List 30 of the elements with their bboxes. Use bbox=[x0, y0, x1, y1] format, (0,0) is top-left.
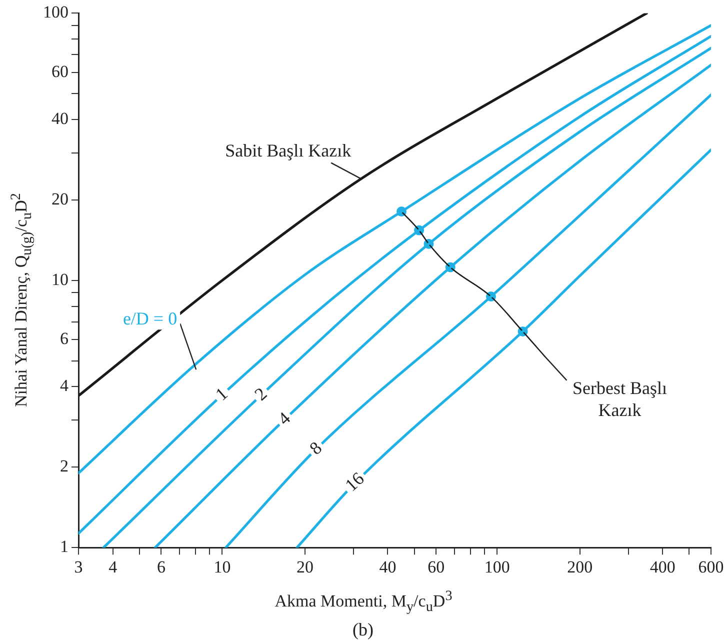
x-tick-label: 20 bbox=[296, 557, 314, 576]
series-label: 4 bbox=[274, 408, 294, 429]
y-tick-label: 6 bbox=[60, 329, 68, 348]
x-tick-label: 4 bbox=[108, 557, 118, 576]
annotation: Serbest Başlı Kazık bbox=[572, 378, 667, 420]
series-label: 16 bbox=[341, 468, 368, 496]
x-tick-label: 40 bbox=[379, 557, 396, 576]
x-tick-label: 10 bbox=[214, 557, 231, 576]
y-tick-label: 100 bbox=[43, 2, 68, 22]
text: e/D = 0 bbox=[122, 308, 178, 328]
y-tick-label: 20 bbox=[52, 189, 68, 208]
y-tick-label: 10 bbox=[52, 270, 68, 289]
x-tick-label: 400 bbox=[650, 557, 676, 576]
annotation: Sabit Başlı Kazık bbox=[225, 140, 352, 161]
y-tick-label: 1 bbox=[60, 537, 68, 556]
text: (b) bbox=[352, 620, 374, 640]
x-tick-label: 600 bbox=[698, 557, 724, 576]
x-tick-label: 200 bbox=[567, 557, 593, 576]
series-label: 8 bbox=[306, 438, 326, 458]
x-tick-label: 60 bbox=[428, 557, 445, 576]
y-tick-label: 40 bbox=[52, 109, 68, 128]
x-axis-title: Akma Momenti, M$_{y}$/c$_{u}$D$^{3}$ bbox=[274, 588, 454, 616]
x-tick-label: 3 bbox=[74, 557, 83, 576]
y-tick-label: 60 bbox=[52, 62, 68, 81]
x-tick-label: 100 bbox=[484, 557, 510, 576]
y-tick-label: 2 bbox=[60, 456, 68, 476]
x-tick-label: 6 bbox=[156, 557, 166, 576]
series-label: 2 bbox=[250, 383, 271, 404]
y-tick-label: 4 bbox=[60, 376, 69, 396]
series-label: 1 bbox=[211, 383, 232, 404]
